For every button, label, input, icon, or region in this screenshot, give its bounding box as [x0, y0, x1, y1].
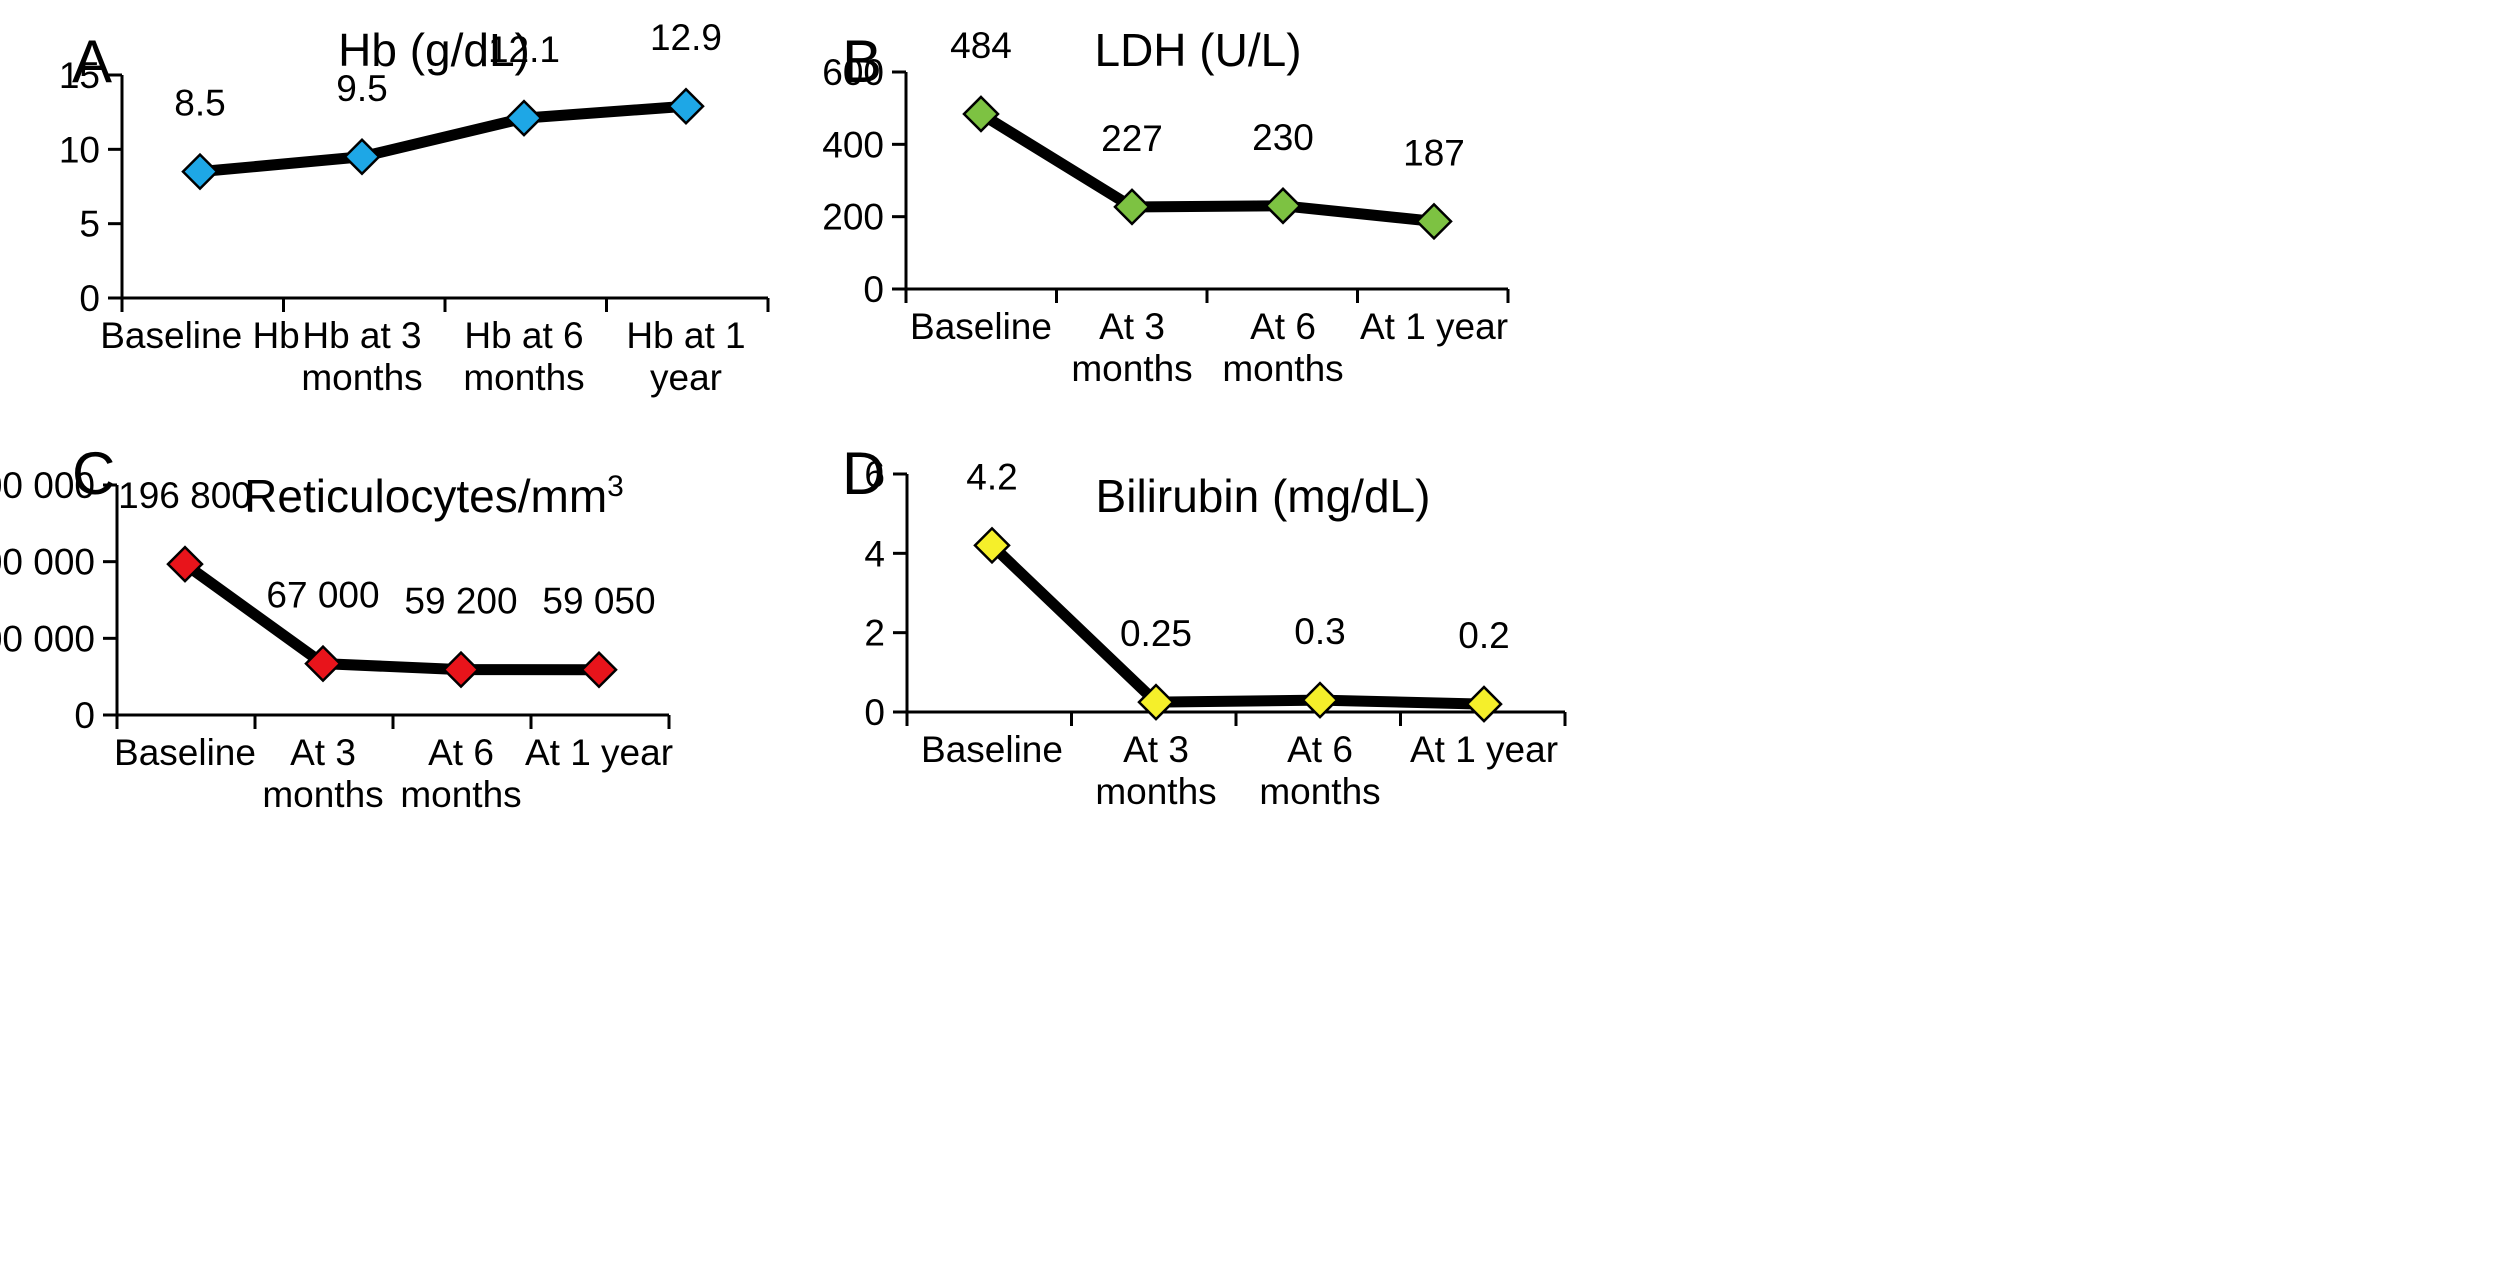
data-point-marker-d — [1301, 681, 1339, 719]
data-point-marker-a — [667, 87, 705, 125]
data-point-marker-d — [973, 526, 1011, 565]
category-label-c: At 1 year — [525, 732, 673, 773]
category-label-a: Hb at 6 months — [463, 315, 584, 398]
data-point-marker-a — [343, 137, 381, 176]
data-label-a: 9.5 — [336, 68, 387, 109]
category-label-a: Hb at 3 months — [301, 315, 422, 398]
data-label-c: 67 000 — [266, 575, 379, 616]
chart-panel-c: C Reticulocytes/mm3 0 100 000 200 000 300 000… — [0, 440, 673, 815]
y-tick-label-a: 5 — [79, 204, 100, 245]
category-label-c: Baseline — [114, 732, 256, 773]
chart-panel-a: A Hb (g/dL) 0 5 10 15 Baseline Hb Hb at 3 months… — [59, 17, 770, 398]
data-label-b: 484 — [950, 25, 1012, 66]
category-label-b: Baseline — [910, 306, 1052, 347]
series-line-b — [975, 108, 1440, 227]
category-label-d: At 3 months — [1095, 729, 1216, 812]
data-point-marker-b — [1415, 202, 1453, 241]
category-label-b: At 6 months — [1222, 306, 1343, 389]
y-tick-label-c: 100 000 — [0, 618, 95, 659]
y-tick-label-c: 300 000 — [0, 465, 95, 506]
series-line-d — [986, 539, 1490, 710]
y-tick-label-d: 0 — [864, 692, 885, 733]
chart-title-c: Reticulocytes/mm3 — [244, 470, 624, 522]
y-tick-label-a: 15 — [59, 55, 100, 96]
y-tick-label-b: 400 — [822, 124, 884, 165]
panel-letter-d: D — [842, 440, 885, 507]
category-label-d: At 6 months — [1259, 729, 1380, 812]
data-label-b: 230 — [1252, 117, 1314, 158]
chart-panel-b: B LDH (U/L) 0 200 400 600 Baseline At 3 months At… — [822, 24, 1510, 389]
series-line-a — [194, 100, 692, 178]
data-label-d: 4.2 — [966, 456, 1017, 497]
y-tick-label-c: 200 000 — [0, 542, 95, 583]
chart-panel-d: D Bilirubin (mg/dL) 0 2 4 6 Baseline At 3 months… — [842, 440, 1567, 812]
data-label-b: 227 — [1101, 118, 1163, 159]
data-point-marker-c — [166, 545, 204, 583]
y-tick-label-a: 0 — [79, 278, 100, 319]
data-point-marker-b — [1264, 187, 1302, 225]
data-label-a: 8.5 — [174, 83, 225, 124]
data-label-c: 196 800 — [118, 475, 252, 516]
category-label-a: Hb at 1 year — [626, 315, 745, 398]
y-tick-label-d: 2 — [864, 613, 885, 654]
data-point-marker-d — [1465, 685, 1503, 723]
series-line-c — [179, 558, 605, 676]
data-label-d: 0.25 — [1120, 613, 1192, 654]
y-tick-label-b: 200 — [822, 197, 884, 238]
y-tick-label-a: 10 — [59, 129, 100, 170]
data-label-c: 59 200 — [404, 581, 517, 622]
category-label-c: At 6 months — [400, 732, 521, 815]
data-point-marker-b — [1113, 188, 1151, 226]
data-point-marker-b — [962, 95, 1000, 133]
y-tick-label-b: 600 — [822, 52, 884, 93]
data-point-marker-a — [181, 152, 219, 191]
data-point-marker-c — [442, 650, 480, 689]
data-point-marker-d — [1137, 683, 1175, 721]
chart-title-b: LDH (U/L) — [1094, 24, 1301, 76]
category-label-d: At 1 year — [1410, 729, 1558, 770]
data-point-marker-c — [580, 650, 618, 689]
category-label-a: Baseline Hb — [100, 315, 300, 356]
y-tick-label-d: 4 — [864, 533, 885, 574]
category-label-b: At 1 year — [1360, 306, 1508, 347]
y-tick-label-d: 6 — [864, 454, 885, 495]
data-label-a: 12.9 — [650, 17, 722, 58]
data-label-d: 0.2 — [1458, 615, 1509, 656]
panel-letter-b: B — [842, 28, 882, 95]
data-label-a: 12.1 — [488, 29, 560, 70]
category-label-b: At 3 months — [1071, 306, 1192, 389]
chart-title-a: Hb (g/dL) — [338, 24, 530, 76]
data-point-marker-a — [505, 99, 543, 137]
panel-letter-a: A — [72, 28, 112, 95]
category-label-c: At 3 months — [262, 732, 383, 815]
category-label-d: Baseline — [921, 729, 1063, 770]
data-label-b: 187 — [1403, 132, 1465, 173]
data-label-c: 59 050 — [542, 581, 655, 622]
chart-title-d: Bilirubin (mg/dL) — [1096, 470, 1431, 522]
data-label-d: 0.3 — [1294, 611, 1345, 652]
y-tick-label-b: 0 — [863, 269, 884, 310]
y-tick-label-c: 0 — [74, 695, 95, 736]
panel-letter-c: C — [72, 440, 115, 507]
data-point-marker-c — [304, 644, 342, 683]
